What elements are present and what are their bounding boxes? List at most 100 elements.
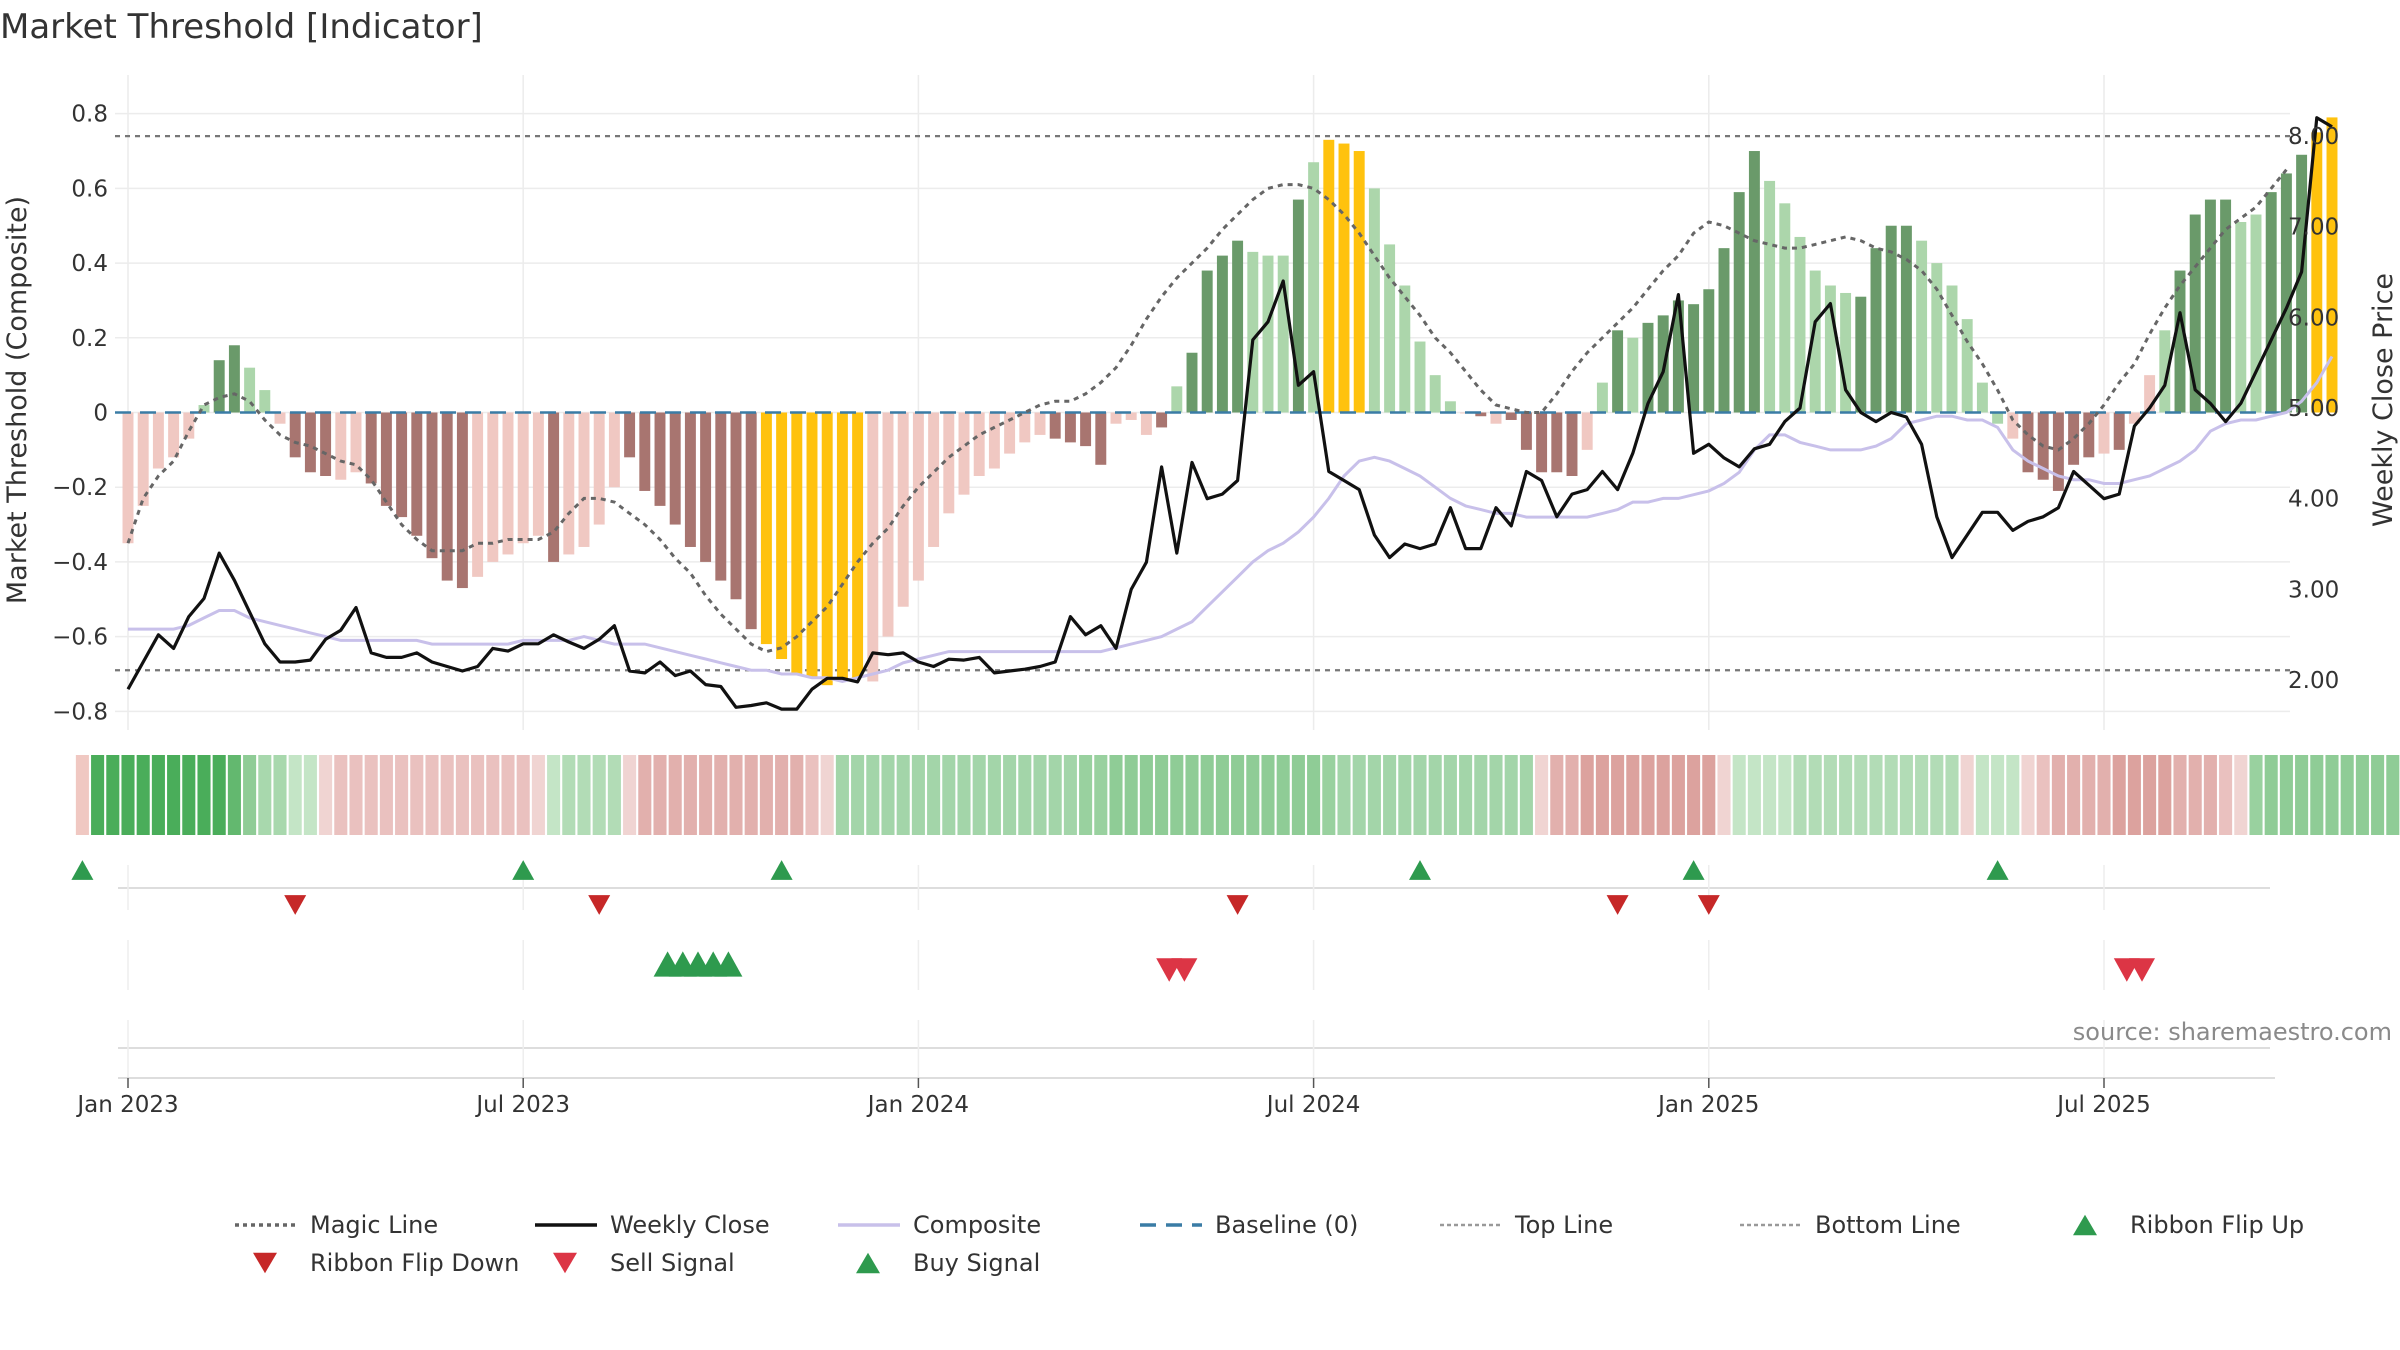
- composite-bar: [897, 412, 909, 607]
- legend-label: Ribbon Flip Up: [2130, 1211, 2304, 1239]
- y-tick-label: 0.8: [71, 102, 108, 128]
- legend-label: Bottom Line: [1815, 1211, 1961, 1239]
- ribbon-cell: [1580, 755, 1594, 835]
- composite-bar: [760, 412, 772, 645]
- composite-bar: [1004, 412, 1016, 454]
- composite-bar: [1885, 225, 1897, 413]
- ribbon-cell: [379, 755, 393, 835]
- composite-bar: [1627, 337, 1639, 413]
- ribbon-cell: [1611, 755, 1625, 835]
- composite-bars: [122, 117, 2338, 686]
- ribbon-cell: [1063, 755, 1077, 835]
- ribbon-cell: [1747, 755, 1761, 835]
- y2-tick-label: 4.00: [2288, 487, 2339, 513]
- ribbon-flip-down-marker: [1697, 895, 1720, 915]
- composite-bar: [1140, 412, 1152, 435]
- ribbon-cell: [2355, 755, 2369, 835]
- ribbon-cell: [1823, 755, 1837, 835]
- ribbon-cell: [1489, 755, 1503, 835]
- ribbon-cell: [1793, 755, 1807, 835]
- ribbon-flip-up-marker: [71, 860, 94, 880]
- composite-bar: [2326, 117, 2338, 413]
- composite-bar: [1171, 386, 1183, 413]
- y-axis-left: 0.8 0.6 0.4 0.2 0 −0.2 −0.4 −0.6 −0.8: [52, 102, 108, 726]
- ribbon-cell: [2310, 755, 2324, 835]
- composite-bar: [1946, 285, 1958, 413]
- composite-bar: [1490, 412, 1502, 424]
- threshold-lines: [115, 134, 2290, 672]
- composite-bar: [1794, 236, 1806, 413]
- y-axis-right: 8.00 7.00 6.00 5.00 4.00 3.00 2.00: [2288, 124, 2339, 694]
- composite-bar: [2220, 199, 2232, 413]
- source-note: source: sharemaestro.com: [2073, 1018, 2392, 1046]
- composite-bar: [456, 412, 468, 589]
- composite-bar: [624, 412, 636, 458]
- ribbon-cell: [683, 755, 697, 835]
- ribbon-cell: [1915, 755, 1929, 835]
- composite-bar: [152, 412, 164, 469]
- ribbon-cell: [1155, 755, 1169, 835]
- composite-bar: [776, 412, 788, 660]
- y-tick-label: 0.2: [71, 326, 108, 352]
- composite-bar: [396, 412, 408, 518]
- composite-bar: [2204, 199, 2216, 413]
- composite-bar: [2250, 214, 2262, 413]
- ribbon-cell: [1687, 755, 1701, 835]
- ribbon-cell: [2127, 755, 2141, 835]
- composite-bar: [122, 412, 134, 544]
- ribbon-cell: [2371, 755, 2385, 835]
- ribbon-cell: [1200, 755, 1214, 835]
- legend-label: Magic Line: [310, 1211, 438, 1239]
- ribbon-cell: [714, 755, 728, 835]
- ribbon-cell: [653, 755, 667, 835]
- sell-signal-marker: [1171, 958, 1198, 982]
- legend-swatch-triangle: [2073, 1214, 2097, 1236]
- composite-bar: [1581, 412, 1593, 450]
- ribbon-cell: [1945, 755, 1959, 835]
- composite-bar: [350, 412, 362, 473]
- composite-bar: [1475, 412, 1487, 417]
- composite-bar: [2280, 173, 2292, 413]
- ribbon-cell: [410, 755, 424, 835]
- magic-line: [126, 168, 2288, 654]
- ribbon-cell: [2006, 755, 2020, 835]
- ribbon-flip-up-marker: [1409, 860, 1431, 880]
- legend-label: Composite: [913, 1211, 1041, 1239]
- ribbon-flip-down-marker: [284, 895, 307, 915]
- ribbon-cell: [881, 755, 895, 835]
- composite-line: [128, 355, 2334, 683]
- y2-tick-label: 8.00: [2288, 124, 2339, 150]
- ribbon-cell: [1261, 755, 1275, 835]
- composite-bar: [1596, 382, 1608, 413]
- composite-bar: [1733, 192, 1745, 413]
- ribbon-cell: [1398, 755, 1412, 835]
- ribbon-cell: [607, 755, 621, 835]
- ribbon-cell: [1215, 755, 1229, 835]
- ribbon-cell: [1048, 755, 1062, 835]
- composite-bar: [928, 412, 940, 547]
- composite-bar: [1612, 330, 1624, 413]
- ribbon-cell: [927, 755, 941, 835]
- ribbon-cell: [744, 755, 758, 835]
- composite-bar: [1764, 180, 1776, 413]
- composite-bar: [1779, 203, 1791, 413]
- ribbon-cell: [1702, 755, 1716, 835]
- composite-bar: [563, 412, 575, 555]
- ribbon-cell: [911, 755, 925, 835]
- ribbon-cell: [2143, 755, 2157, 835]
- ribbon-cell: [136, 755, 150, 835]
- ribbon-cell: [896, 755, 910, 835]
- composite-bar: [1688, 304, 1700, 413]
- composite-bar: [1277, 255, 1289, 413]
- composite-bar: [365, 412, 377, 484]
- legend-item: Ribbon Flip Up: [2073, 1211, 2304, 1239]
- composite-bar: [1414, 341, 1426, 413]
- composite-bar: [745, 412, 757, 630]
- composite-bar: [228, 345, 240, 413]
- ribbon-cell: [1428, 755, 1442, 835]
- ribbon-cell: [1839, 755, 1853, 835]
- y-tick-label: −0.8: [52, 699, 108, 725]
- ribbon-cell: [1854, 755, 1868, 835]
- ribbon-cell: [1307, 755, 1321, 835]
- ribbon-cell: [1960, 755, 1974, 835]
